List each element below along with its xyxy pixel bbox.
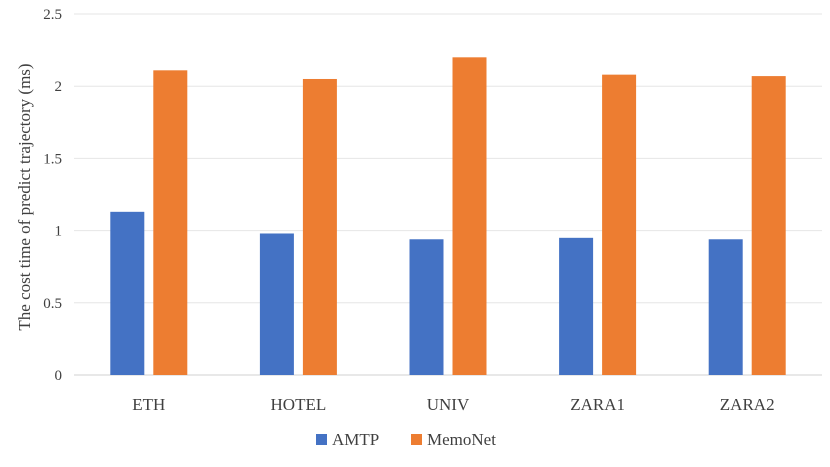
y-tick-label: 2.5 bbox=[43, 7, 62, 23]
x-category-labels: ETH HOTEL UNIV ZARA1 ZARA2 bbox=[132, 395, 774, 414]
y-tick-label: 0 bbox=[55, 368, 63, 384]
x-category-label: ZARA2 bbox=[720, 395, 775, 414]
x-category-label: UNIV bbox=[427, 395, 470, 414]
gridlines bbox=[74, 13, 822, 376]
y-tick-labels: 0 0.5 1 1.5 2 2.5 bbox=[43, 7, 62, 384]
y-axis-label: The cost time of predict trajectory (ms) bbox=[15, 63, 34, 330]
y-tick-label: 0.5 bbox=[43, 296, 62, 312]
x-category-label: ETH bbox=[132, 395, 165, 414]
bar-memonet-hotel bbox=[302, 78, 337, 375]
legend-swatch-amtp bbox=[316, 434, 327, 445]
bar-amtp-zara1 bbox=[559, 237, 594, 375]
bar-amtp-hotel bbox=[259, 233, 294, 375]
bar-memonet-univ bbox=[452, 57, 487, 375]
bars bbox=[110, 57, 786, 375]
x-category-label: HOTEL bbox=[271, 395, 327, 414]
bar-memonet-eth bbox=[153, 70, 188, 375]
legend: AMTP MemoNet bbox=[316, 430, 496, 449]
x-category-label: ZARA1 bbox=[570, 395, 625, 414]
bar-amtp-eth bbox=[110, 211, 145, 375]
legend-label-memonet: MemoNet bbox=[427, 430, 496, 449]
y-tick-label: 1.5 bbox=[43, 151, 62, 167]
y-tick-label: 2 bbox=[55, 79, 63, 95]
bar-amtp-zara2 bbox=[708, 239, 743, 375]
bar-memonet-zara2 bbox=[751, 76, 786, 375]
bar-amtp-univ bbox=[409, 239, 444, 375]
legend-swatch-memonet bbox=[411, 434, 422, 445]
legend-label-amtp: AMTP bbox=[332, 430, 379, 449]
bar-memonet-zara1 bbox=[602, 74, 637, 375]
y-tick-label: 1 bbox=[55, 224, 63, 240]
